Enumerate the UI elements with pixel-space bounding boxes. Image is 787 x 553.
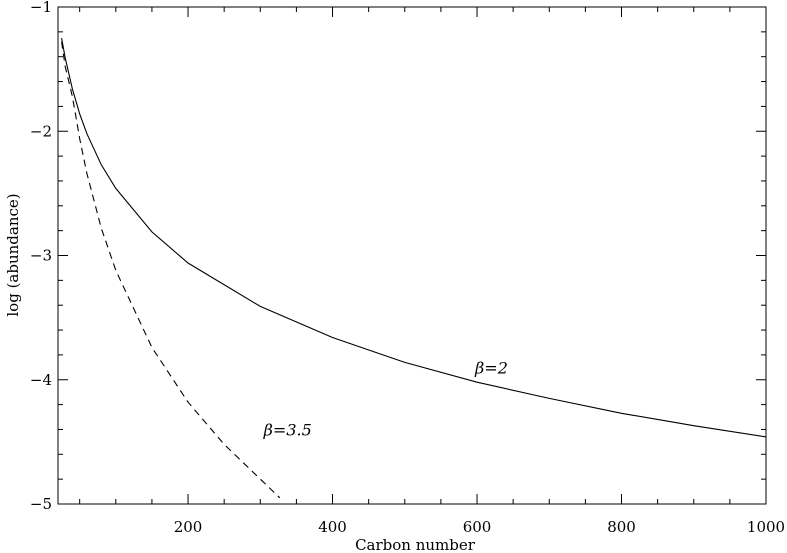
x-tick-label: 400 (318, 518, 347, 536)
series-line-1 (61, 41, 281, 499)
x-tick-label: 1000 (747, 518, 785, 536)
y-axis-label: log (abundance) (4, 193, 22, 316)
tick-marks (58, 6, 767, 505)
tick-labels: 200 400 600 800 1000 −5 −4 −3 −2 −1 (30, 0, 785, 536)
y-tick-label: −2 (30, 122, 52, 140)
series-line-0 (61, 38, 767, 438)
plot-frame (57, 6, 767, 505)
series-annotation-1: β=3.5 (263, 421, 312, 440)
x-axis-label: Carbon number (355, 536, 476, 553)
x-tick-label: 800 (607, 518, 636, 536)
annotations: β=2 β=3.5 (263, 359, 508, 440)
series-lines (61, 38, 767, 499)
y-tick-label: −4 (30, 371, 52, 389)
y-tick-label: −3 (30, 247, 52, 265)
x-tick-label: 200 (174, 518, 203, 536)
y-tick-label: −5 (30, 495, 52, 513)
y-tick-label: −1 (30, 0, 52, 16)
x-tick-label: 600 (463, 518, 492, 536)
series-annotation-0: β=2 (474, 359, 508, 378)
